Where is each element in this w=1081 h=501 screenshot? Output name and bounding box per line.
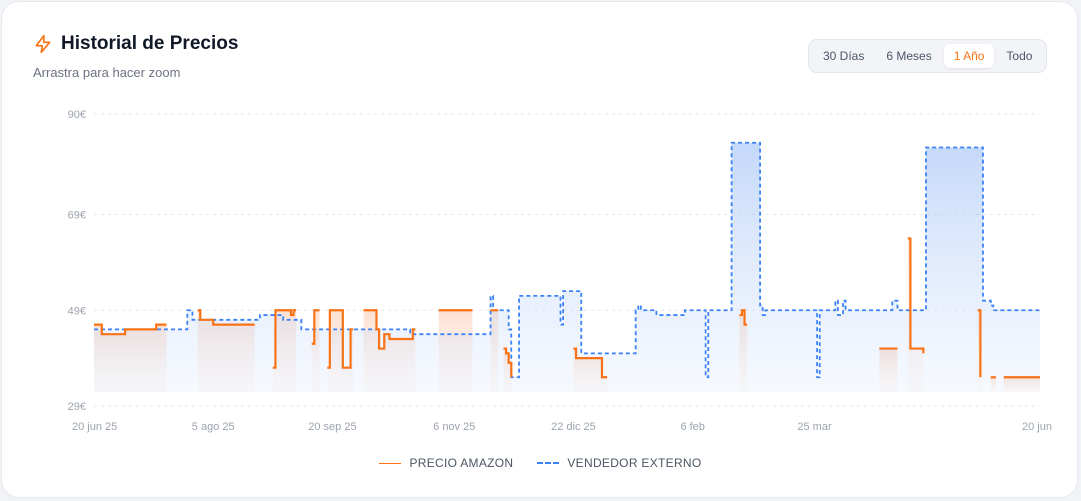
amazon-price-line bbox=[573, 347, 608, 379]
amazon-price-line bbox=[197, 309, 255, 326]
x-tick-label: 20 jun bbox=[1022, 421, 1052, 433]
price-history-chart[interactable]: 90€ 69€ 49€ 29€ 20 jun 25 5 ago 25 20 sep 25 6… bbox=[2, 2, 1079, 452]
legend-label-third-party: VENDEDOR EXTERNO bbox=[567, 456, 702, 470]
amazon-price-line bbox=[363, 309, 416, 350]
amazon-price-line bbox=[272, 309, 297, 369]
title-row: Historial de Precios bbox=[33, 33, 238, 55]
x-tick-label: 22 dic 25 bbox=[551, 421, 596, 433]
amazon-price-line bbox=[503, 347, 513, 378]
series-lines bbox=[94, 141, 1040, 379]
range-1-year-button[interactable]: 1 Año bbox=[943, 44, 995, 68]
amazon-price-line bbox=[94, 323, 167, 336]
third-party-area bbox=[94, 142, 1040, 392]
time-range-selector: 30 Días 6 Meses 1 Año Todo bbox=[808, 39, 1048, 73]
chart-legend: PRECIO AMAZON VENDEDOR EXTERNO bbox=[2, 456, 1079, 470]
zoom-hint: Arrastra para hacer zoom bbox=[33, 65, 181, 80]
range-6-months-button[interactable]: 6 Meses bbox=[886, 49, 932, 63]
legend-item-third-party[interactable]: VENDEDOR EXTERNO bbox=[537, 456, 701, 470]
y-tick-label: 69€ bbox=[68, 210, 86, 222]
y-axis-ticks: 90€ 69€ 49€ 29€ bbox=[68, 109, 86, 413]
amazon-price-line bbox=[739, 309, 748, 326]
amazon-price-line bbox=[977, 309, 982, 378]
legend-swatch-third-party bbox=[537, 462, 560, 464]
x-tick-label: 5 ago 25 bbox=[192, 421, 235, 433]
third-party-price-line bbox=[94, 141, 1040, 379]
y-tick-label: 49€ bbox=[68, 305, 86, 317]
area-fills bbox=[94, 142, 1040, 392]
legend-swatch-amazon bbox=[379, 462, 402, 464]
y-tick-label: 90€ bbox=[68, 109, 86, 121]
x-tick-label: 20 sep 25 bbox=[308, 421, 356, 433]
lightning-icon bbox=[33, 34, 53, 54]
page-title: Historial de Precios bbox=[61, 33, 239, 54]
range-all-button[interactable]: Todo bbox=[1006, 49, 1033, 63]
x-tick-label: 20 jun 25 bbox=[72, 421, 117, 433]
legend-item-amazon[interactable]: PRECIO AMAZON bbox=[379, 456, 513, 470]
x-tick-label: 25 mar bbox=[797, 421, 832, 433]
x-axis-ticks: 20 jun 25 5 ago 25 20 sep 25 6 nov 25 22 dic… bbox=[72, 421, 1052, 433]
x-tick-label: 6 nov 25 bbox=[433, 421, 475, 433]
amazon-price-line bbox=[311, 309, 320, 345]
range-30-days-button[interactable]: 30 Días bbox=[823, 49, 865, 63]
amazon-price-line bbox=[907, 237, 925, 354]
y-tick-label: 29€ bbox=[68, 401, 86, 413]
amazon-price-line bbox=[327, 309, 354, 369]
x-tick-label: 6 feb bbox=[680, 421, 704, 433]
legend-label-amazon: PRECIO AMAZON bbox=[409, 456, 514, 470]
